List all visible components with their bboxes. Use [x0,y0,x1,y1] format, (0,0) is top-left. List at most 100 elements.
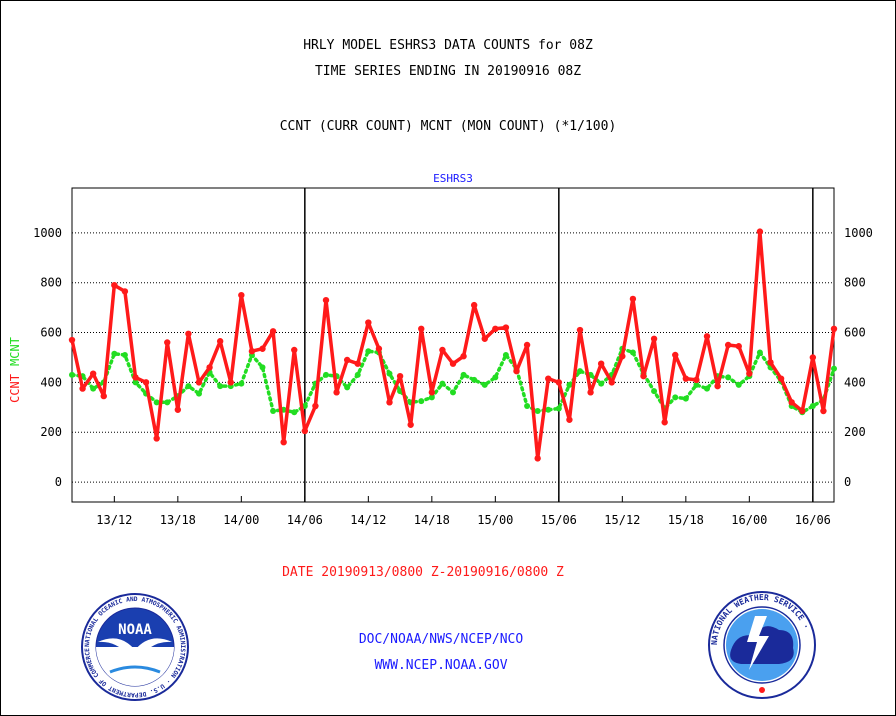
data-point-ccnt [502,324,510,331]
y-tick-label-right-800: 800 [844,276,866,290]
data-point-ccnt [322,296,330,304]
data-point-mcnt [651,388,658,395]
data-point-mcnt [418,398,425,405]
data-point-mcnt [132,379,139,386]
data-point-ccnt [164,339,171,346]
data-point-ccnt [619,353,626,360]
data-point-mcnt [735,381,742,388]
y-tick-label-left-200: 200 [40,425,62,439]
data-point-mcnt [439,380,446,387]
x-tick-label: 15/18 [668,513,704,527]
y-tick-label-right-400: 400 [844,375,866,389]
data-point-ccnt [195,379,203,386]
data-point-mcnt [90,385,97,392]
data-point-ccnt [756,228,764,235]
data-point-ccnt [375,345,383,352]
data-point-mcnt [672,394,679,401]
data-point-mcnt [450,389,456,396]
data-point-mcnt [323,371,329,378]
data-point-ccnt [333,389,340,396]
data-point-ccnt [629,295,637,303]
data-point-mcnt [598,380,605,387]
data-point-ccnt [449,360,457,367]
data-point-ccnt [799,407,806,415]
data-point-ccnt [672,351,679,359]
x-tick-label: 16/00 [731,513,767,527]
data-point-ccnt [354,360,361,367]
chart-series-title: ESHRS3 [433,172,473,185]
data-point-mcnt [502,351,509,358]
y-axis-label-ccnt: CCNT [8,374,22,403]
data-point-ccnt [470,301,478,309]
data-point-mcnt [460,371,467,378]
data-point-ccnt [555,379,563,386]
series-group [68,228,838,462]
data-point-ccnt [153,435,160,442]
data-point-ccnt [809,354,817,361]
data-point-ccnt [534,455,541,462]
data-point-ccnt [174,406,182,413]
data-point-mcnt [555,405,562,412]
data-point-ccnt [259,345,266,352]
data-point-ccnt [597,360,605,367]
data-point-mcnt [704,385,710,392]
y-tick-label-left-0: 0 [55,475,62,489]
data-point-mcnt [725,374,732,381]
y-tick-label-right-200: 200 [844,425,866,439]
data-point-mcnt [121,351,128,358]
data-point-ccnt [830,325,838,333]
data-point-ccnt [640,372,647,380]
data-point-ccnt [735,343,742,350]
y-tick-label-right-1000: 1000 [844,226,873,240]
data-point-ccnt [418,325,425,333]
x-tick-label: 14/00 [223,513,259,527]
chart-title-line-3: CCNT (CURR COUNT) MCNT (MON COUNT) (*1/1… [279,119,617,134]
data-point-ccnt [407,421,414,428]
data-point-ccnt [227,379,234,386]
data-point-ccnt [724,341,732,349]
data-point-mcnt [545,406,552,413]
org-label: DOC/NOAA/NWS/NCEP/NCO [358,632,524,647]
data-point-mcnt [386,370,393,377]
data-point-mcnt [809,403,816,410]
data-point-ccnt [68,336,76,344]
date-range-label: DATE 20190913/0800 Z-20190916/0800 Z [282,565,564,580]
data-point-mcnt [69,371,75,378]
data-point-ccnt [650,335,658,342]
data-point-ccnt [661,419,668,426]
data-point-ccnt [79,385,86,392]
x-tick-label: 13/18 [160,513,196,527]
data-point-ccnt [439,346,446,354]
noaa-logo: NOAA NATIONAL OCEANIC AND ATMOSPHERIC AD… [80,592,189,701]
data-point-ccnt [428,389,436,396]
data-point-ccnt [492,325,499,333]
data-point-mcnt [577,368,583,375]
data-point-mcnt [344,384,351,391]
data-point-ccnt [396,372,404,380]
y-axis-label-mcnt: MCNT [8,337,22,366]
data-point-ccnt [111,281,118,289]
data-point-ccnt [386,399,393,406]
y-tick-label-right-0: 0 [844,475,851,489]
data-point-ccnt [682,375,690,382]
data-point-mcnt [111,350,118,357]
x-tick-label: 14/06 [287,513,323,527]
y-tick-label-left-400: 400 [40,375,62,389]
data-point-ccnt [301,427,309,435]
data-point-ccnt [481,335,488,342]
website-label[interactable]: WWW.NCEP.NOAA.GOV [374,658,508,673]
y-axis-label: CCNT MCNT [8,337,22,403]
data-point-ccnt [746,370,753,377]
data-point-ccnt [566,416,573,423]
x-tick-label: 14/12 [350,513,386,527]
data-point-mcnt [354,371,361,378]
y-tick-label-right-600: 600 [844,326,866,340]
data-point-ccnt [269,328,277,335]
data-point-ccnt [820,407,827,415]
x-tick-label: 14/18 [414,513,450,527]
x-tick-label: 15/06 [541,513,577,527]
series-line-ccnt [70,229,836,461]
data-point-mcnt [534,408,541,415]
data-point-mcnt [185,383,192,390]
